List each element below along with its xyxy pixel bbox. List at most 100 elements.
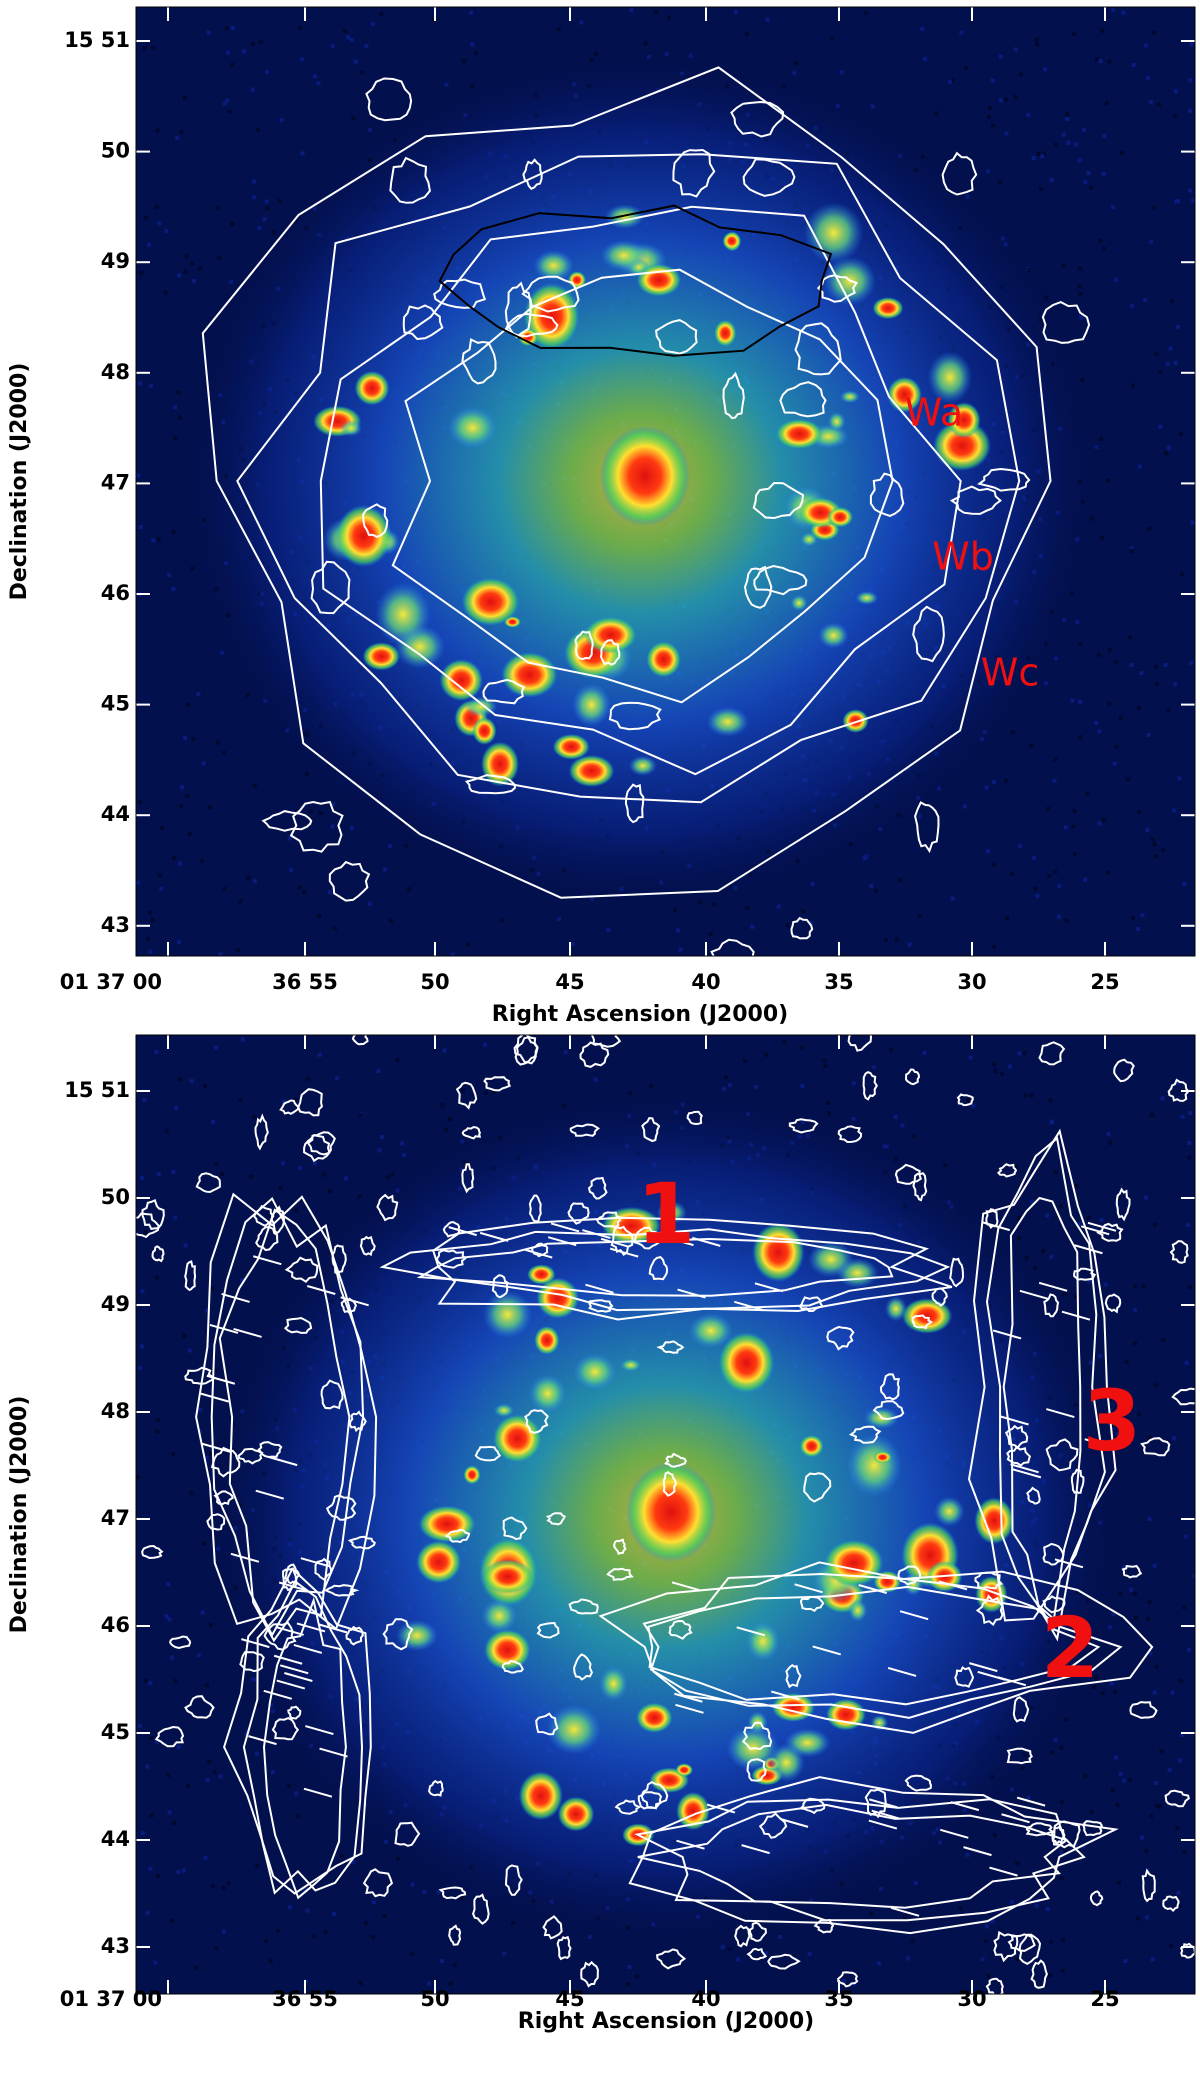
x-tick-label: 40 (691, 970, 720, 994)
vector (887, 1666, 917, 1677)
noise (345, 35, 350, 40)
contour (535, 1712, 559, 1736)
noise (1139, 671, 1144, 676)
noise (312, 74, 317, 79)
knot (518, 328, 539, 347)
y-tick-label: 48 (101, 360, 130, 384)
knot (628, 755, 657, 776)
noise (1114, 1755, 1119, 1760)
noise (676, 928, 681, 933)
noise (138, 524, 143, 529)
noise (998, 54, 1003, 59)
contour (610, 1225, 634, 1256)
noise (1131, 63, 1136, 68)
noise (1136, 926, 1141, 931)
contour (1140, 1437, 1171, 1457)
noise (155, 1873, 160, 1878)
noise (281, 1099, 286, 1104)
vector (1054, 1558, 1084, 1569)
contour (1104, 1293, 1122, 1314)
vector (992, 1329, 1022, 1340)
contour (672, 148, 716, 198)
contour (879, 1373, 900, 1401)
noise (1013, 47, 1018, 52)
contour (461, 1125, 482, 1140)
noise (225, 98, 230, 103)
noise (473, 50, 478, 55)
noise (379, 12, 384, 17)
vector (997, 1676, 1027, 1687)
noise (502, 1951, 507, 1956)
noise (1170, 1690, 1175, 1695)
contour (320, 1379, 344, 1410)
contour (154, 1725, 185, 1748)
contour (201, 66, 1052, 899)
noise (210, 1883, 215, 1888)
noise (140, 1175, 145, 1180)
noise (1130, 303, 1135, 308)
noise (293, 1097, 298, 1102)
noise (1180, 1115, 1185, 1120)
noise (294, 1208, 299, 1213)
contour (914, 801, 940, 854)
vector (754, 1282, 784, 1293)
noise (1185, 1223, 1190, 1228)
noise (1015, 1957, 1020, 1962)
noise (1112, 761, 1117, 766)
noise (782, 1040, 787, 1045)
noise (724, 1075, 729, 1080)
vector (950, 1801, 980, 1812)
noise (876, 1961, 881, 1966)
noise (1152, 1222, 1157, 1227)
noise (179, 785, 184, 790)
contour (848, 1425, 882, 1444)
knot (706, 706, 749, 737)
contour (501, 1659, 525, 1674)
galaxy-core (600, 426, 690, 526)
noise (169, 1918, 174, 1923)
noise (177, 940, 182, 945)
noise (801, 909, 806, 914)
contour (1006, 1445, 1032, 1467)
noise (227, 109, 232, 114)
noise (191, 737, 196, 742)
contour (428, 1779, 444, 1797)
noise (194, 1965, 199, 1970)
knot (934, 1496, 965, 1527)
noise (249, 1174, 254, 1179)
contour (588, 1299, 614, 1313)
noise (1013, 95, 1018, 100)
noise (1046, 806, 1051, 811)
noise (1148, 100, 1153, 105)
knot (714, 319, 737, 347)
noise (172, 855, 177, 860)
noise (985, 849, 990, 854)
x-tick-label: 50 (420, 970, 449, 994)
contour (1042, 1542, 1065, 1566)
knot (418, 1505, 476, 1543)
contour (1113, 1058, 1135, 1083)
contour (433, 278, 487, 309)
knot (676, 1791, 710, 1831)
noise (1074, 1294, 1079, 1299)
noise (1150, 1957, 1155, 1962)
contour (287, 1705, 302, 1720)
contour (542, 1915, 563, 1940)
image-panel (136, 1035, 1195, 1994)
noise (1161, 1337, 1166, 1342)
noise (1052, 778, 1057, 783)
noise (1094, 721, 1099, 726)
contour (862, 1070, 878, 1101)
noise (1124, 1359, 1129, 1364)
noise (1132, 1307, 1137, 1312)
contour (949, 1257, 965, 1288)
vector (206, 1374, 236, 1385)
noise (1072, 852, 1077, 857)
noise (1159, 1748, 1164, 1753)
contour (767, 1953, 801, 1970)
contour (746, 1947, 768, 1961)
knot (552, 733, 590, 760)
knot (722, 232, 742, 251)
contour (753, 564, 808, 596)
noise (281, 1161, 286, 1166)
